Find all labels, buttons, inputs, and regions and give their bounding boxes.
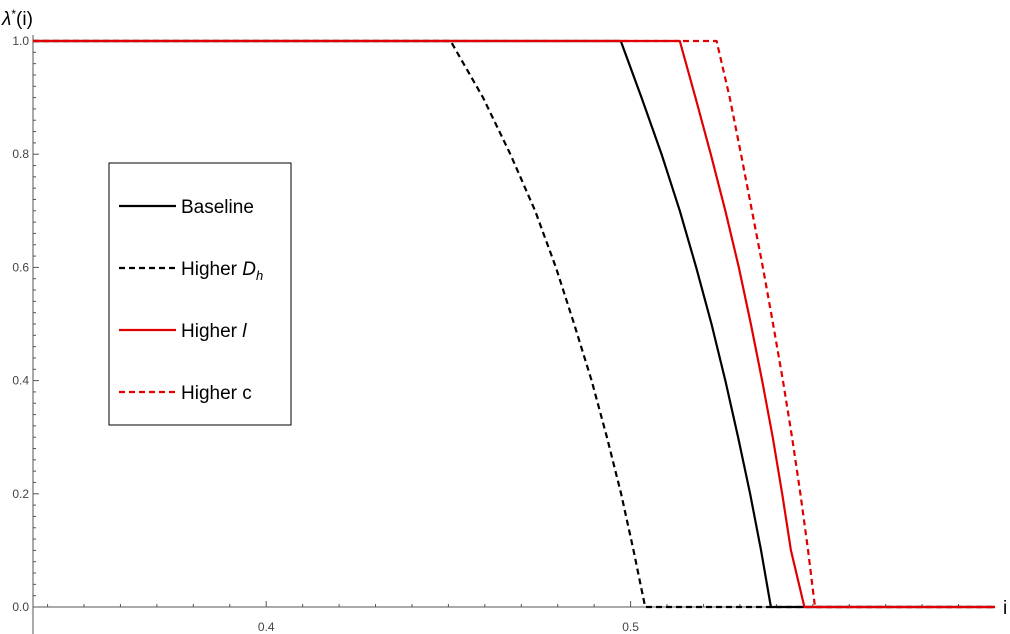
axes: 0.0 0.2 0.4 0.6 0.8 1.0 0.4 0.5 i λ*(i) [1,7,1007,634]
series-line-baseline [33,39,995,609]
series-line-higher-c [33,39,995,609]
legend-label: Baseline [181,197,254,218]
x-tick-label: 0.5 [622,620,639,634]
legend-label: Higher Dh [181,259,263,283]
y-tick-label: 0.8 [12,147,29,161]
series-line-higher-d-h [33,39,995,609]
y-tick-label: 1.0 [12,34,29,48]
series-layer [33,39,995,609]
legend-label: Higher c [181,383,252,404]
legend: Baseline Higher Dh Higher l Higher c [108,162,292,426]
x-axis-title: i [1003,598,1007,619]
y-tick-label: 0.2 [12,487,29,501]
legend-label: Higher l [181,321,247,342]
x-tick-label: 0.4 [258,620,275,634]
y-tick-label: 0.4 [12,374,29,388]
y-tick-label: 0.6 [12,260,29,274]
y-axis-title: λ*(i) [1,7,33,30]
series-line-higher-l [33,39,995,609]
y-tick-label: 0.0 [12,600,29,614]
